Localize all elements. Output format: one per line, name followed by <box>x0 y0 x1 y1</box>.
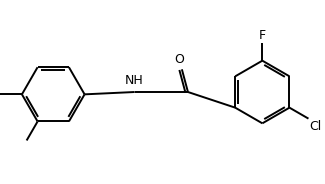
Text: O: O <box>175 53 185 66</box>
Text: F: F <box>259 29 266 42</box>
Text: Cl: Cl <box>309 120 321 133</box>
Text: NH: NH <box>124 74 143 87</box>
